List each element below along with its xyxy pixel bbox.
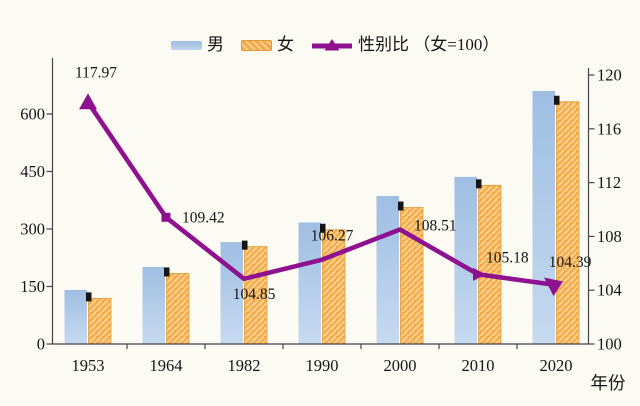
- right-axis-tick-label: 100: [597, 335, 622, 354]
- ratio-marker-triangle-right-icon: [473, 267, 486, 281]
- x-axis-year-label: 2020: [540, 356, 573, 375]
- ratio-marker-square-icon: [161, 212, 171, 222]
- female-series-swatch: [241, 39, 272, 51]
- female-series-label: 女: [277, 35, 294, 54]
- female-bar: [166, 273, 190, 345]
- x-axis-year-label: 1964: [150, 356, 183, 375]
- right-axis-tick-label: 112: [597, 173, 621, 192]
- male-bar: [142, 266, 165, 344]
- ratio-point-label: 104.85: [233, 286, 276, 303]
- x-axis-year-label: 1953: [72, 356, 105, 375]
- ratio-point-label: 105.18: [486, 249, 529, 266]
- male-bar: [376, 196, 399, 344]
- left-axis-tick-label: 450: [20, 162, 45, 181]
- x-axis-year-label: 2000: [384, 356, 417, 375]
- female-bar-top-marker: [554, 95, 560, 105]
- male-bar: [298, 222, 321, 344]
- x-axis-year-label: 1990: [306, 356, 339, 375]
- ratio-point-label: 117.97: [75, 64, 117, 81]
- x-axis-title: 年份: [591, 373, 626, 393]
- right-axis-tick-label: 116: [597, 119, 621, 138]
- left-axis-tick-label: 150: [20, 277, 45, 296]
- ratio-point-label: 108.51: [414, 218, 457, 235]
- x-axis-year-label: 2010: [462, 356, 495, 375]
- x-axis-year-label: 1982: [228, 356, 261, 375]
- right-axis-tick-label: 120: [597, 66, 622, 85]
- ratio-marker-triangle-up-icon: [79, 93, 97, 110]
- female-bar-top-marker: [86, 292, 92, 302]
- female-bar-top-marker: [242, 240, 248, 250]
- male-bar: [64, 289, 87, 344]
- ratio-series-swatch: [312, 38, 352, 50]
- right-axis-tick-label: 108: [597, 227, 622, 246]
- ratio-marker-triangle-end-icon: [544, 277, 563, 296]
- female-bar-top-marker: [164, 267, 170, 277]
- right-axis-tick-label: 104: [597, 281, 622, 300]
- ratio-point-label: 106.27: [311, 228, 354, 245]
- ratio-point-label: 104.39: [549, 254, 592, 271]
- female-bar: [556, 101, 580, 345]
- male-bar: [532, 91, 555, 344]
- chart-legend: 男 女 性别比 （女=100）: [171, 36, 499, 54]
- left-axis-tick-label: 0: [37, 335, 45, 354]
- left-axis-tick-label: 300: [20, 220, 45, 239]
- male-series-swatch: [171, 40, 202, 50]
- female-bar: [322, 229, 346, 345]
- male-bar: [454, 176, 477, 344]
- female-bar-top-marker: [398, 201, 404, 211]
- female-bar-top-marker: [320, 223, 326, 233]
- left-axis-tick-label: 600: [20, 105, 45, 124]
- ratio-point-label: 109.42: [182, 209, 225, 226]
- male-series-label: 男: [207, 35, 224, 54]
- female-bar-top-marker: [476, 179, 482, 189]
- ratio-swatch-triangle-icon: [324, 38, 340, 50]
- ratio-series-label: 性别比 （女=100）: [358, 35, 500, 54]
- female-bar: [88, 297, 112, 345]
